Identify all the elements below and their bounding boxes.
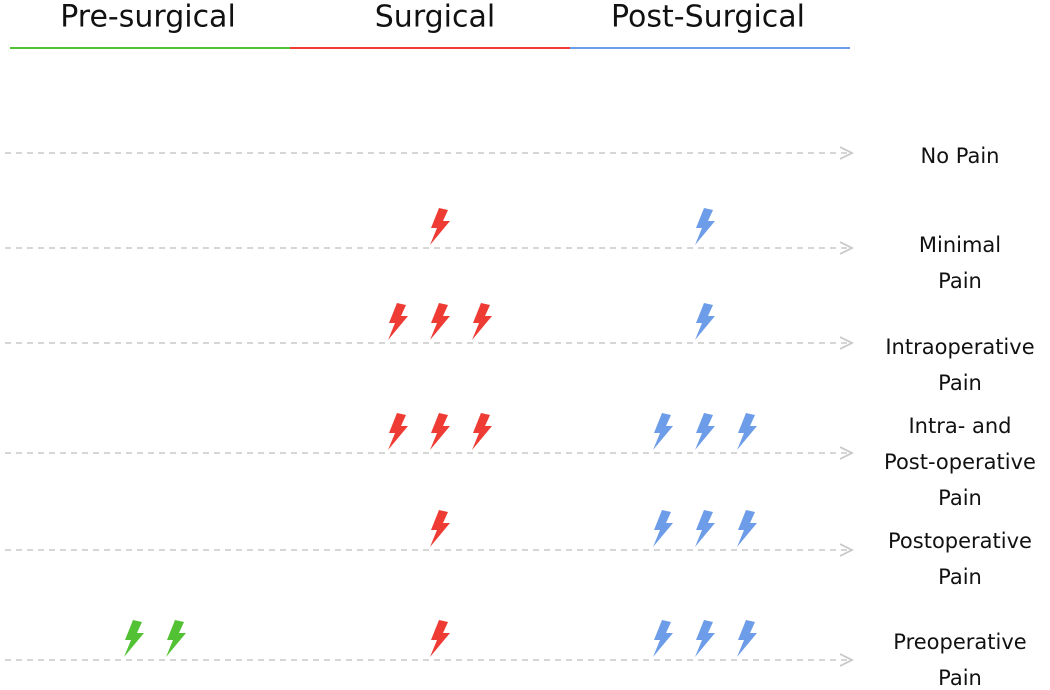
pain-bolt (695, 208, 715, 245)
pain-bolt (472, 303, 492, 340)
pain-bolt (124, 620, 144, 657)
pain-bolt (653, 510, 673, 547)
phase-title: Pre-surgical (60, 0, 236, 35)
pain-bolt (695, 510, 715, 547)
row-label: No Pain (921, 144, 1000, 168)
phase-title: Post-Surgical (611, 0, 805, 35)
row-label: Postoperative (888, 529, 1032, 553)
pain-bolt (695, 620, 715, 657)
row-label: Intra- and (908, 414, 1011, 438)
pain-bolt (430, 510, 450, 547)
pain-bolt (388, 413, 408, 450)
pain-bolt (695, 413, 715, 450)
pain-bolt (737, 510, 757, 547)
pain-bolt (737, 413, 757, 450)
pain-bolt (430, 303, 450, 340)
row-label: Pain (938, 666, 982, 690)
row-label: Pain (938, 565, 982, 589)
pain-bolt (430, 208, 450, 245)
pain-bolt (653, 413, 673, 450)
pain-bolt (695, 303, 715, 340)
pain-bolt (388, 303, 408, 340)
pain-bolt (653, 620, 673, 657)
row-label: Pain (938, 269, 982, 293)
pain-bolt (430, 413, 450, 450)
row-label: Preoperative (893, 630, 1026, 654)
row-label: Pain (938, 486, 982, 510)
row-label: Intraoperative (885, 335, 1034, 359)
pain-bolt (166, 620, 186, 657)
phase-title: Surgical (375, 0, 495, 35)
pain-bolt (737, 620, 757, 657)
row-label: Minimal (919, 233, 1001, 257)
pain-bolt (472, 413, 492, 450)
row-label: Pain (938, 371, 982, 395)
pain-bolt (430, 620, 450, 657)
row-label: Post-operative (884, 450, 1036, 474)
